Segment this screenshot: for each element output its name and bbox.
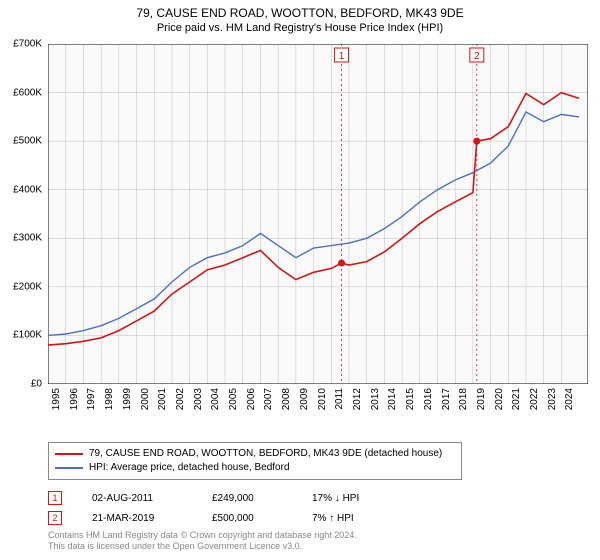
event-date-2: 21-MAR-2019: [92, 513, 182, 524]
event-row-2: 2 21-MAR-2019 £500,000 7% ↑ HPI: [48, 508, 359, 528]
x-tick-label: 1999: [122, 388, 133, 410]
event-date-1: 02-AUG-2011: [92, 493, 182, 504]
x-tick-label: 2005: [228, 388, 239, 410]
event-price-2: £500,000: [212, 513, 282, 524]
x-tick-label: 2010: [317, 388, 328, 410]
legend-swatch-2: [55, 467, 83, 469]
svg-text:2: 2: [474, 51, 480, 62]
x-tick-label: 2017: [441, 388, 452, 410]
chart-title-1: 79, CAUSE END ROAD, WOOTTON, BEDFORD, MK…: [0, 0, 600, 22]
x-tick-label: 2007: [263, 388, 274, 410]
legend-item-2: HPI: Average price, detached house, Bedf…: [55, 461, 455, 475]
x-tick-label: 2013: [370, 388, 381, 410]
y-tick-label: £600K: [2, 87, 42, 98]
svg-text:1: 1: [339, 51, 345, 62]
x-tick-label: 2021: [511, 388, 522, 410]
x-tick-label: 2015: [405, 388, 416, 410]
y-tick-label: £300K: [2, 233, 42, 244]
y-tick-label: £700K: [2, 39, 42, 50]
x-tick-label: 2014: [387, 388, 398, 410]
footer-line-2: This data is licensed under the Open Gov…: [48, 541, 357, 552]
legend-label-2: HPI: Average price, detached house, Bedf…: [89, 461, 290, 475]
chart-area: 12 £0£100K£200K£300K£400K£500K£600K£700K…: [48, 44, 588, 404]
legend: 79, CAUSE END ROAD, WOOTTON, BEDFORD, MK…: [48, 442, 462, 480]
x-tick-label: 2003: [193, 388, 204, 410]
y-tick-label: £400K: [2, 184, 42, 195]
x-tick-label: 2012: [352, 388, 363, 410]
plot-svg: 12: [48, 44, 588, 384]
x-tick-label: 2016: [423, 388, 434, 410]
event-row-1: 1 02-AUG-2011 £249,000 17% ↓ HPI: [48, 488, 359, 508]
y-tick-label: £100K: [2, 330, 42, 341]
legend-swatch-1: [55, 453, 83, 455]
x-tick-label: 2004: [210, 388, 221, 410]
x-tick-label: 1996: [69, 388, 80, 410]
event-delta-1: 17% ↓ HPI: [312, 493, 359, 504]
event-delta-2: 7% ↑ HPI: [312, 513, 354, 524]
y-tick-label: £0: [2, 379, 42, 390]
x-tick-label: 2018: [458, 388, 469, 410]
y-tick-label: £500K: [2, 136, 42, 147]
x-tick-label: 2019: [476, 388, 487, 410]
x-tick-label: 2000: [140, 388, 151, 410]
legend-item-1: 79, CAUSE END ROAD, WOOTTON, BEDFORD, MK…: [55, 447, 455, 461]
event-marker-2: 2: [48, 511, 62, 525]
x-tick-label: 1998: [104, 388, 115, 410]
x-tick-label: 2009: [299, 388, 310, 410]
y-tick-label: £200K: [2, 281, 42, 292]
events-table: 1 02-AUG-2011 £249,000 17% ↓ HPI 2 21-MA…: [48, 488, 359, 528]
event-price-1: £249,000: [212, 493, 282, 504]
x-tick-label: 1997: [86, 388, 97, 410]
x-tick-label: 2008: [281, 388, 292, 410]
x-tick-label: 2002: [175, 388, 186, 410]
footer-line-1: Contains HM Land Registry data © Crown c…: [48, 530, 357, 541]
plot-background: 12: [48, 44, 588, 384]
x-tick-label: 2011: [334, 388, 345, 410]
chart-container: 79, CAUSE END ROAD, WOOTTON, BEDFORD, MK…: [0, 0, 600, 560]
x-tick-label: 1995: [51, 388, 62, 410]
event-marker-1: 1: [48, 491, 62, 505]
legend-label-1: 79, CAUSE END ROAD, WOOTTON, BEDFORD, MK…: [89, 447, 442, 461]
x-tick-label: 2006: [246, 388, 257, 410]
x-tick-label: 2023: [547, 388, 558, 410]
x-tick-label: 2024: [564, 388, 575, 410]
x-tick-label: 2022: [529, 388, 540, 410]
chart-title-2: Price paid vs. HM Land Registry's House …: [0, 22, 600, 38]
footer: Contains HM Land Registry data © Crown c…: [48, 530, 357, 552]
x-tick-label: 2020: [494, 388, 505, 410]
x-tick-label: 2001: [157, 388, 168, 410]
